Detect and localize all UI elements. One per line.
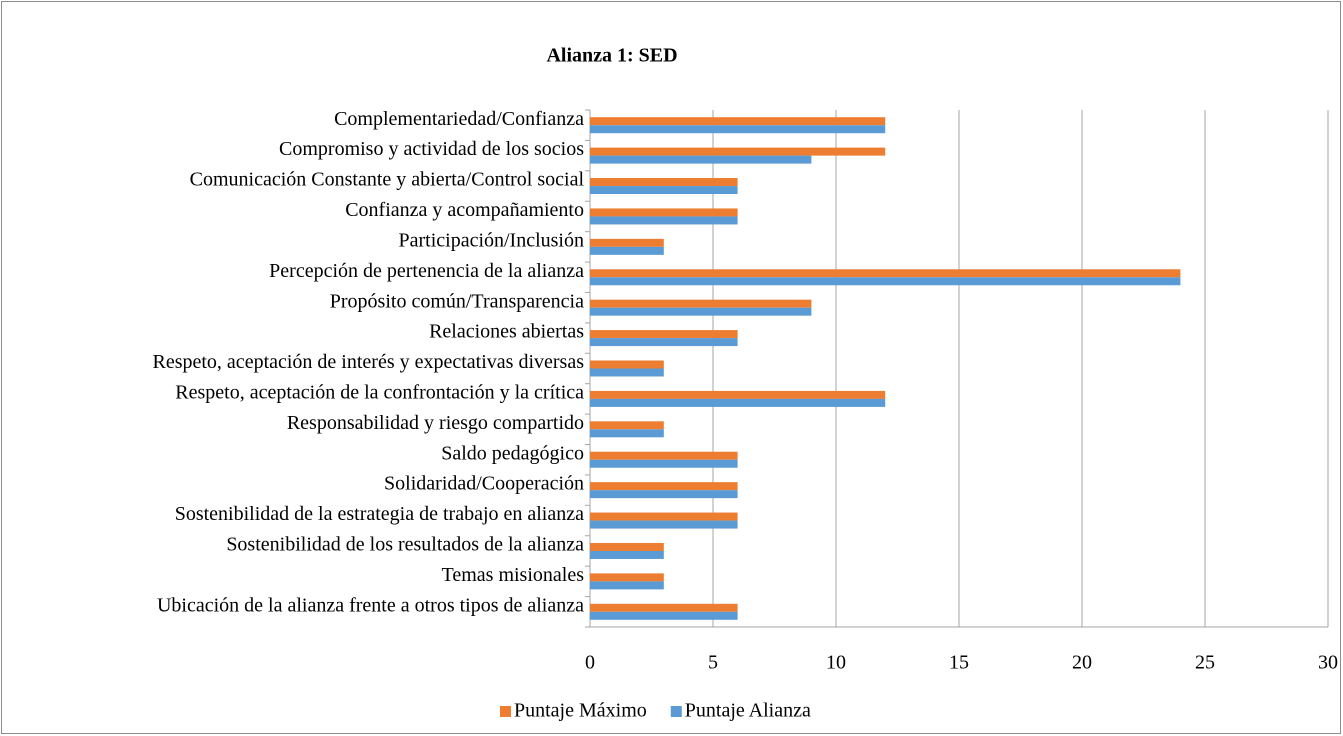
bar xyxy=(590,550,664,559)
bar xyxy=(590,451,738,460)
bar xyxy=(590,368,664,377)
bar xyxy=(590,390,886,399)
bar xyxy=(590,429,664,438)
y-tick-label: Sostenibilidad de los resultados de la a… xyxy=(226,534,584,556)
chart-title: Alianza 1: SED xyxy=(546,45,677,67)
bar xyxy=(590,581,664,590)
y-tick-label: Percepción de pertenencia de la alianza xyxy=(269,260,584,282)
y-tick-label: Temas misionales xyxy=(442,564,585,586)
bar xyxy=(590,216,738,225)
x-tick-label: 25 xyxy=(1195,652,1215,674)
x-tick-label: 15 xyxy=(949,652,969,674)
bar xyxy=(590,208,738,217)
y-tick-label: Propósito común/Transparencia xyxy=(330,290,584,312)
x-tick-label: 20 xyxy=(1072,652,1092,674)
bar xyxy=(590,542,664,551)
y-tick-label: Comunicación Constante y abierta/Control… xyxy=(190,169,585,191)
legend-swatch xyxy=(670,706,682,717)
y-tick-label: Complementariedad/Confianza xyxy=(334,108,584,130)
bar xyxy=(590,246,664,255)
y-tick-label: Compromiso y actividad de los socios xyxy=(279,138,584,160)
bar xyxy=(590,338,738,347)
bar xyxy=(590,520,738,529)
y-tick-label: Saldo pedagógico xyxy=(441,442,584,464)
bar xyxy=(590,490,738,499)
bar xyxy=(590,147,886,156)
legend-swatch xyxy=(500,706,511,717)
bar xyxy=(590,611,738,620)
y-tick-label: Ubicación de la alianza frente a otros t… xyxy=(157,594,584,616)
bar xyxy=(590,299,812,308)
x-tick-label: 0 xyxy=(585,652,595,674)
bar xyxy=(590,117,886,126)
y-tick-label: Responsabilidad y riesgo compartido xyxy=(287,412,584,434)
y-tick-label: Sostenibilidad de la estrategia de traba… xyxy=(175,503,584,525)
bar xyxy=(590,238,664,247)
y-tick-label: Respeto, aceptación de la confrontación … xyxy=(175,382,584,404)
y-tick-label: Relaciones abiertas xyxy=(429,321,584,343)
bar xyxy=(590,125,886,134)
x-tick-label: 10 xyxy=(826,652,846,674)
bar xyxy=(590,178,738,187)
y-tick-label: Respeto, aceptación de interés y expecta… xyxy=(153,351,585,373)
bar xyxy=(590,277,1181,286)
bar xyxy=(590,398,886,407)
y-tick-label: Solidaridad/Cooperación xyxy=(384,473,584,495)
bar xyxy=(590,269,1181,278)
bar xyxy=(590,482,738,491)
legend-label: Puntaje Máximo xyxy=(514,700,647,722)
bar xyxy=(590,186,738,195)
legend-label: Puntaje Alianza xyxy=(685,700,811,722)
y-tick-label: Confianza y acompañamiento xyxy=(345,199,584,221)
bar xyxy=(590,155,812,164)
bar xyxy=(590,603,738,612)
bar xyxy=(590,512,738,521)
bar xyxy=(590,360,664,369)
x-tick-label: 30 xyxy=(1318,652,1338,674)
x-tick-label: 5 xyxy=(708,652,718,674)
bar xyxy=(590,330,738,339)
bar xyxy=(590,307,812,316)
y-tick-label: Participación/Inclusión xyxy=(398,229,584,251)
bar xyxy=(590,459,738,468)
bar xyxy=(590,573,664,582)
bar xyxy=(590,421,664,430)
